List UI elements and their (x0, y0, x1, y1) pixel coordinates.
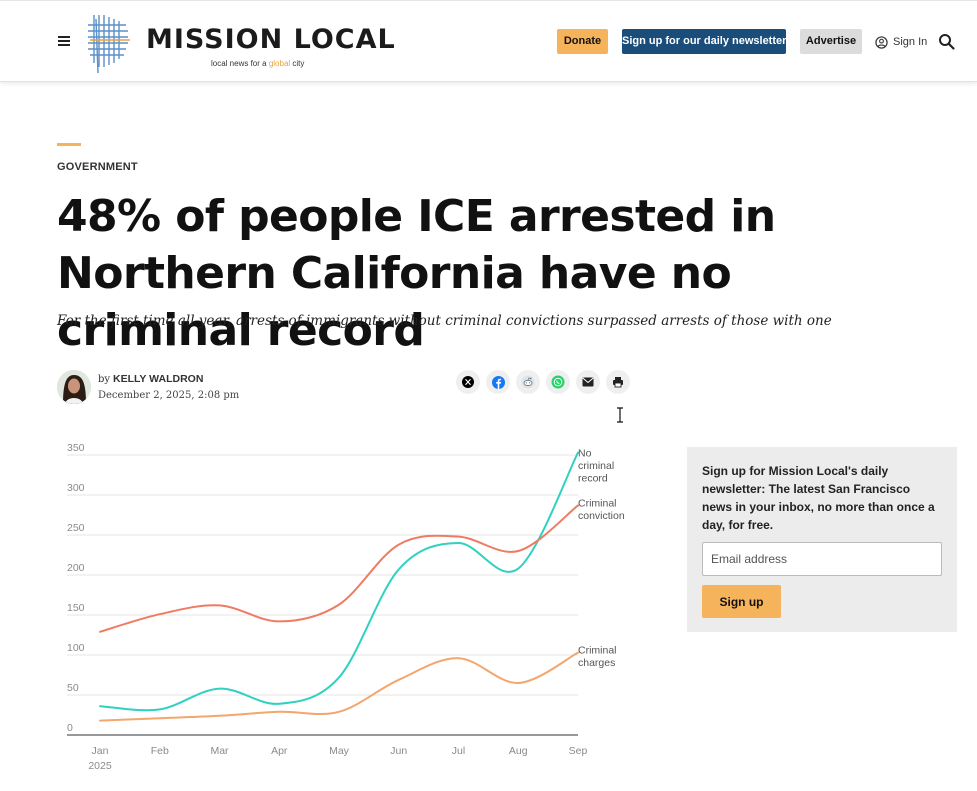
share-email-button[interactable] (576, 370, 600, 394)
email-address-input[interactable] (702, 542, 942, 576)
y-tick-label: 0 (67, 722, 73, 734)
series-line (99, 504, 579, 633)
sign-in-link[interactable]: Sign In (875, 33, 927, 51)
series-label-line: No (578, 448, 592, 460)
logo-tagline: local news for a global city (211, 59, 304, 68)
newsletter-signup-button[interactable]: Sign up for our daily newsletter (622, 29, 786, 54)
email-icon (582, 377, 594, 387)
search-button[interactable] (938, 33, 956, 51)
article-dek: For the first time all year, arrests of … (57, 313, 832, 329)
y-tick-label: 300 (67, 482, 85, 494)
series-label-line: record (578, 473, 608, 485)
x-icon (462, 376, 474, 388)
chart-series (99, 451, 579, 722)
byline: by Kelly Waldron (98, 373, 203, 385)
newsletter-promo-text: Sign up for Mission Local's daily newsle… (702, 464, 935, 532)
share-x-button[interactable] (456, 370, 480, 394)
tagline-suffix: city (290, 59, 305, 68)
x-tick-label: Mar (210, 745, 229, 757)
x-tick-label: Jan (92, 745, 109, 757)
author-link[interactable]: Kelly Waldron (112, 373, 204, 385)
menu-button[interactable] (58, 36, 70, 46)
user-circle-icon (875, 35, 888, 49)
menu-icon-bar (58, 40, 70, 42)
logo-wordmark: MISSION LOCAL (146, 24, 396, 55)
site-header: MISSION LOCAL local news for a global ci… (0, 0, 977, 82)
author-avatar[interactable] (57, 370, 91, 404)
donate-button[interactable]: Donate (557, 29, 608, 54)
y-tick-label: 50 (67, 682, 79, 694)
article-headline: 48% of people ICE arrested in Northern C… (57, 191, 776, 356)
series-label-line: conviction (578, 510, 625, 522)
chart-grid (67, 454, 578, 736)
x-tick-label: Jul (452, 745, 465, 757)
share-facebook-button[interactable] (486, 370, 510, 394)
x-tick-label: Apr (271, 745, 288, 757)
share-reddit-button[interactable] (516, 370, 540, 394)
reddit-icon (521, 375, 535, 389)
arrests-line-chart: 0 50 100 150 200 250 300 350 Jan Feb Mar Apr May Jun… (67, 442, 625, 772)
series-label-line: Criminal (578, 645, 617, 657)
y-tick-label: 200 (67, 562, 85, 574)
logo-grid-icon (88, 15, 130, 74)
tagline-prefix: local news for a (211, 59, 269, 68)
series-line (99, 451, 579, 712)
series-label-line: criminal (578, 460, 614, 472)
search-icon (939, 34, 955, 50)
print-icon (613, 377, 623, 388)
author-photo (57, 370, 91, 404)
x-tick-sublabel: 2025 (88, 760, 112, 772)
x-axis-ticks: Jan Feb Mar Apr May Jun Jul Aug Sep 2025 (88, 745, 587, 772)
whatsapp-icon (551, 375, 565, 389)
tagline-accent: global (268, 59, 291, 68)
category-accent-rule (57, 143, 81, 146)
advertise-button[interactable]: Advertise (800, 29, 862, 54)
x-tick-label: Feb (151, 745, 169, 757)
by-label: by (98, 374, 111, 385)
y-tick-label: 250 (67, 522, 85, 534)
x-tick-label: Aug (509, 745, 528, 757)
newsletter-signup-box: Sign up for Mission Local's daily newsle… (687, 447, 957, 632)
share-whatsapp-button[interactable] (546, 370, 570, 394)
share-print-button[interactable] (606, 370, 630, 394)
sign-in-label: Sign In (893, 36, 928, 48)
x-tick-label: Jun (390, 745, 407, 757)
menu-icon-bar (58, 44, 70, 46)
series-label: Criminal charges (578, 645, 617, 670)
menu-icon-bar (58, 36, 70, 38)
site-logo[interactable]: MISSION LOCAL local news for a global ci… (86, 13, 395, 74)
facebook-icon (491, 375, 505, 389)
series-label-line: charges (578, 657, 615, 669)
category-link[interactable]: Government (57, 161, 138, 173)
y-tick-label: 100 (67, 642, 85, 654)
y-tick-label: 150 (67, 602, 85, 614)
y-axis-ticks: 0 50 100 150 200 250 300 350 (67, 442, 85, 734)
newsletter-signup-submit-button[interactable]: Sign up (702, 585, 781, 618)
text-cursor-icon (617, 407, 623, 423)
series-label: No criminal record (578, 448, 614, 485)
x-tick-label: Sep (569, 745, 588, 757)
series-label: Criminal conviction (578, 497, 625, 522)
y-tick-label: 350 (67, 442, 85, 454)
series-label-line: Criminal (578, 497, 617, 509)
share-buttons (456, 370, 630, 394)
series-line (99, 651, 579, 722)
x-tick-label: May (329, 745, 350, 757)
publish-date: December 2, 2025, 2:08 pm (98, 390, 240, 401)
